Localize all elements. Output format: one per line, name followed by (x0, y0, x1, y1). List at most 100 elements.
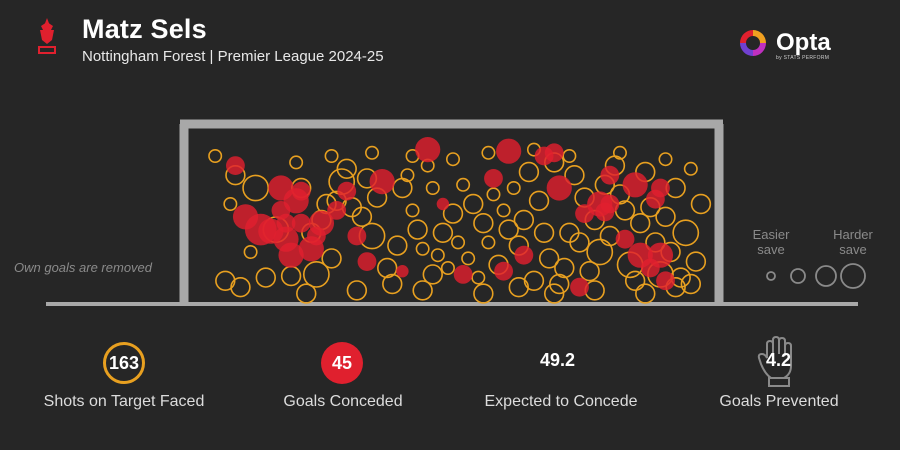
saved-shot-mark (405, 203, 420, 218)
shots-faced-value: 163 (108, 352, 140, 373)
saved-shot-mark (635, 283, 656, 304)
saved-shot-mark (400, 168, 415, 183)
saved-shot-mark (430, 248, 445, 263)
saved-shot-mark (336, 158, 357, 180)
goals-conceded-label: Goals Conceded (283, 393, 403, 410)
saved-shot-mark (658, 152, 673, 167)
saved-shot-mark (672, 219, 700, 247)
legend-circle-s (790, 268, 806, 284)
saved-shot-mark (473, 283, 494, 304)
opta-logo-icon (740, 30, 766, 56)
saved-shot-mark (543, 283, 565, 304)
goals-prevented-value: 4.2 (766, 350, 792, 370)
saved-shot-mark (442, 203, 464, 224)
saved-shot-mark (440, 260, 455, 275)
saved-shot-mark (377, 257, 398, 279)
opta-logo-subtext: by STATS PERFORM (776, 55, 830, 61)
goalkeeper-glove-icon (757, 336, 792, 387)
saved-shot-mark (432, 222, 454, 244)
goal-conceded-mark (327, 201, 347, 220)
saved-shot-mark (351, 206, 373, 228)
goal-conceded-mark (656, 271, 675, 291)
goal-conceded-mark (369, 169, 395, 195)
saved-shot-mark (506, 181, 521, 196)
goal-conceded-mark (453, 265, 473, 284)
goal-conceded-mark (436, 197, 450, 211)
page-title: Matz Sels (82, 14, 207, 44)
goal-conceded-mark (546, 175, 572, 201)
header: Matz Sels Nottingham Forest | Premier Le… (0, 0, 900, 80)
saved-shot-mark (208, 149, 223, 164)
goal-conceded-mark (514, 245, 534, 265)
saved-shot-mark (407, 219, 428, 240)
saved-shot-mark (255, 267, 276, 288)
saved-shot-mark (528, 190, 550, 212)
saved-shot-mark (579, 261, 600, 282)
own-goals-note: Own goals are removed (14, 260, 153, 275)
saved-shot-mark (324, 149, 339, 164)
legend-easier-line2: save (757, 242, 785, 257)
nottingham-forest-crest-icon (38, 18, 56, 54)
saved-shot-mark (425, 181, 440, 196)
saved-shot-mark (559, 222, 580, 244)
saved-shot-mark (624, 270, 646, 291)
saved-shot-mark (412, 280, 433, 301)
saved-shot-mark (415, 241, 430, 256)
expected-to-concede-label: Expected to Concede (484, 393, 638, 410)
shots-faced-label: Shots on Target Faced (43, 393, 205, 410)
saved-shot-mark (630, 213, 651, 234)
saved-shot-mark (473, 213, 494, 234)
goal-conceded-mark (291, 213, 311, 233)
legend-harder-line1: Harder (833, 227, 873, 242)
goals-conceded-value: 45 (331, 352, 353, 373)
legend-circle-m (815, 265, 837, 287)
saved-shot-mark (564, 165, 585, 186)
goal-conceded-mark (337, 181, 357, 201)
saved-shot-mark (496, 203, 511, 218)
saved-shot-mark (612, 145, 627, 160)
saved-shot-mark (243, 245, 258, 260)
saved-shot-mark (422, 264, 443, 285)
goal-conceded-mark (544, 143, 564, 163)
legend-circle-xs (766, 271, 776, 281)
goal-conceded-mark (651, 178, 670, 198)
goal-conceded-mark (496, 138, 522, 164)
saved-shot-mark (538, 248, 560, 269)
goal-conceded-mark (276, 213, 296, 233)
saved-shot-mark (680, 273, 702, 295)
goal-conceded-mark (615, 229, 635, 249)
saved-shot-mark (554, 257, 575, 279)
goal-conceded-mark (308, 210, 335, 236)
saved-shot-mark (690, 193, 712, 215)
opta-logo-text: Opta (776, 29, 831, 56)
goal-conceded-mark (622, 172, 648, 198)
saved-shot-mark (498, 219, 519, 240)
saved-shot-mark (451, 235, 466, 250)
saved-shot-mark (302, 260, 330, 288)
goal-conceded-mark (570, 277, 589, 297)
goal-conceded-mark (396, 265, 409, 278)
goal-conceded-mark (600, 165, 620, 185)
legend-easier-save: Easier save (741, 227, 801, 257)
saved-shot-mark (242, 174, 270, 202)
saved-shot-mark (569, 232, 590, 253)
expected-to-concede-value: 49.2 (540, 350, 576, 370)
saved-shot-mark (463, 193, 484, 215)
goal-conceded-mark (278, 242, 304, 268)
saved-shot-mark (321, 248, 342, 269)
goal-conceded-mark (226, 156, 245, 176)
saved-shot-mark (223, 197, 238, 212)
page-subtitle: Nottingham Forest | Premier League 2024-… (82, 48, 384, 65)
shot-marks (208, 137, 712, 304)
saved-shot-mark (346, 280, 368, 301)
saved-shot-mark (456, 177, 471, 192)
goal-frame (46, 119, 858, 306)
size-legend (766, 263, 866, 289)
saved-shot-mark (296, 283, 317, 304)
goals-prevented-label: Goals Prevented (719, 393, 839, 410)
saved-shot-mark (445, 152, 460, 167)
goal-conceded-mark (484, 169, 503, 188)
legend-easier-line1: Easier (752, 227, 790, 242)
saved-shot-mark (486, 187, 501, 202)
goal-conceded-mark (647, 242, 674, 268)
